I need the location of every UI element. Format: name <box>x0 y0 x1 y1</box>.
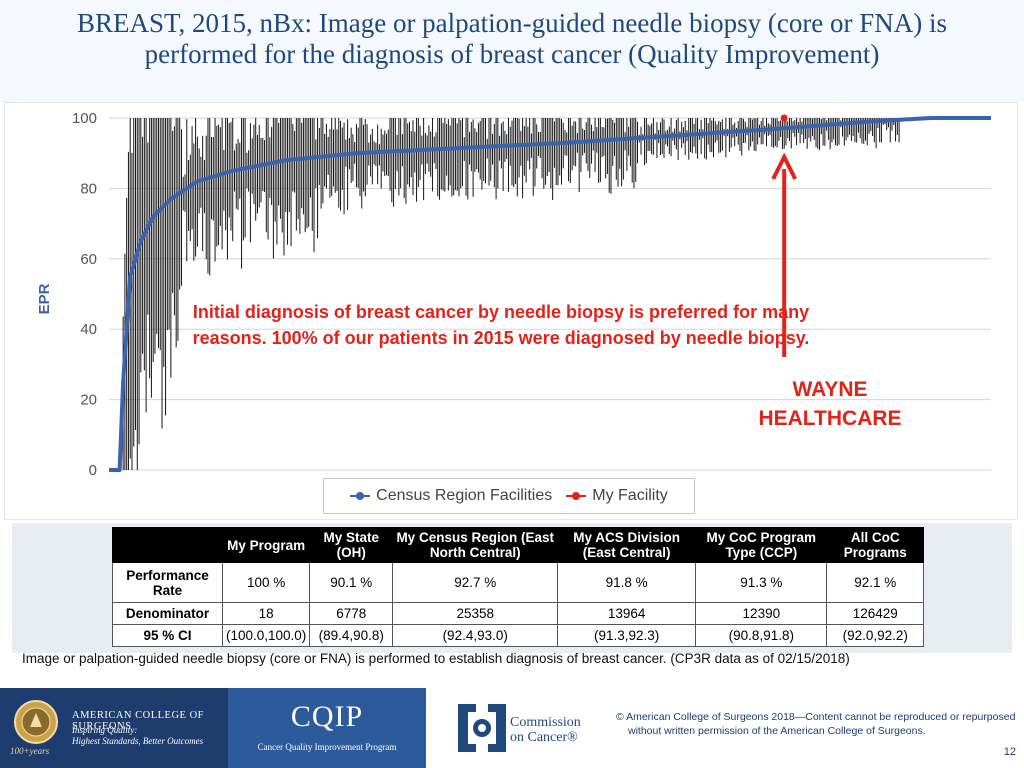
cqip-subtitle: Cancer Quality Improvement Program <box>257 742 397 752</box>
table-cell: 6778 <box>309 602 394 626</box>
table-row-label: Performance Rate <box>112 561 223 604</box>
table-cell: 90.1 % <box>309 561 394 604</box>
legend-census-label: Census Region Facilities <box>376 487 553 504</box>
acs-tagline: Inspiring Quality: Highest Standards, Be… <box>72 725 203 747</box>
legend-facility-label: My Facility <box>592 487 668 504</box>
table-row: Denominator 18 6778 25358 13964 12390 12… <box>112 602 924 626</box>
table-header-cell: My Program <box>221 527 311 563</box>
table-cell: (89.4,90.8) <box>309 624 394 647</box>
acs-tagline-line2: Highest Standards, Better Outcomes <box>72 736 204 746</box>
facility-name-line2: HEALTHCARE <box>758 407 902 430</box>
y-tick-labels: 0 20 40 60 80 100 <box>72 110 97 479</box>
legend-census-swatch <box>350 491 371 501</box>
acs-seal-icon <box>14 700 58 744</box>
facility-arrow-layer <box>771 152 797 357</box>
footer: AMERICAN COLLEGE OF SURGEONS Inspiring Q… <box>0 688 1024 768</box>
y-tick-label: 80 <box>80 180 97 197</box>
table-cell: 91.8 % <box>557 561 697 604</box>
acs-logo-block: AMERICAN COLLEGE OF SURGEONS Inspiring Q… <box>0 688 228 768</box>
acs-tagline-line1: Inspiring Quality: <box>72 725 138 735</box>
table-row: 95 % CI (100.0,100.0) (89.4,90.8) (92.4,… <box>112 624 924 647</box>
census-series-layer <box>108 116 992 472</box>
legend-item-facility[interactable]: My Facility <box>566 487 668 505</box>
y-tick-label: 100 <box>72 110 97 127</box>
table-cell: 18 <box>221 602 311 626</box>
table-cell: 92.7 % <box>392 561 559 604</box>
legend-item-census[interactable]: Census Region Facilities <box>350 487 552 505</box>
coc-logo-icon <box>458 704 506 752</box>
slide-title: BREAST, 2015, nBx: Image or palpation-gu… <box>0 0 1024 102</box>
table-panel: My Program My State (OH) My Census Regio… <box>12 523 1012 653</box>
facility-name-line1: WAYNE <box>792 378 868 401</box>
y-tick-label: 60 <box>80 251 97 268</box>
coc-name-line2: on Cancer® <box>510 730 578 745</box>
copyright-line1: © American College of Surgeons 2018—Cont… <box>616 711 1016 723</box>
cqip-logo: CQIP <box>290 700 364 733</box>
my-facility-layer <box>780 114 788 122</box>
acs-name: AMERICAN COLLEGE OF SURGEONS <box>72 710 204 732</box>
table-cell: (90.8,91.8) <box>695 624 828 647</box>
table-header-cell: My CoC Program Type (CCP) <box>695 527 828 563</box>
confidence-interval-bars <box>122 118 900 470</box>
copyright-line2: without written permission of the Americ… <box>628 725 926 737</box>
stats-table: My Program My State (OH) My Census Regio… <box>112 527 924 647</box>
page-number: 12 <box>1003 746 1016 758</box>
table-cell: 92.1 % <box>826 561 924 604</box>
table-header-cell: My State (OH) <box>309 527 394 563</box>
table-header-cell: My Census Region (East North Central) <box>392 527 559 563</box>
legend-facility-swatch <box>566 491 587 501</box>
table-row: Performance Rate 100 % 90.1 % 92.7 % 91.… <box>112 561 924 604</box>
y-axis-label: EPR <box>36 283 53 314</box>
my-facility-point <box>780 114 788 122</box>
cqip-logo-block: CQIP Cancer Quality Improvement Program <box>228 688 426 768</box>
chart-panel: 0 20 40 60 80 100 EPR Initial diagnosis of br… <box>4 102 1018 520</box>
table-cell: (92.0,92.2) <box>826 624 924 647</box>
table-cell: (100.0,100.0) <box>221 624 311 647</box>
facility-arrow-head <box>771 152 797 180</box>
table-cell: (91.3,92.3) <box>557 624 697 647</box>
annotation-text: Initial diagnosis of breast cancer by ne… <box>192 302 810 348</box>
table-cell: 12390 <box>695 602 828 626</box>
table-cell: 100 % <box>221 561 311 604</box>
y-tick-label: 40 <box>80 321 97 338</box>
table-cell: (92.4,93.0) <box>392 624 559 647</box>
table-header-cell: My ACS Division (East Central) <box>557 527 697 563</box>
table-caption: Image or palpation-guided needle biopsy … <box>22 651 850 666</box>
acs-years-badge: 100+years <box>10 746 50 756</box>
table-header-row: My Program My State (OH) My Census Regio… <box>112 527 924 563</box>
coc-name: Commission on Cancer® <box>510 715 581 745</box>
table-header-cell: All CoC Programs <box>826 527 924 563</box>
table-row-label: Denominator <box>112 602 223 626</box>
copyright-notice: © American College of Surgeons 2018—Cont… <box>616 710 1016 738</box>
chart-legend: Census Region Facilities My Facility <box>323 478 695 514</box>
table-cell: 126429 <box>826 602 924 626</box>
table-row-label: 95 % CI <box>112 624 223 647</box>
table-cell: 13964 <box>557 602 697 626</box>
census-series-line <box>108 116 992 472</box>
table-cell: 25358 <box>392 602 559 626</box>
table-header-cell <box>112 527 223 563</box>
y-tick-label: 0 <box>89 462 97 479</box>
y-tick-label: 20 <box>80 392 97 409</box>
funnel-chart: 0 20 40 60 80 100 EPR <box>36 110 992 479</box>
facility-name-label: WAYNE HEALTHCARE <box>735 375 925 433</box>
coc-name-line1: Commission <box>510 715 581 730</box>
table-cell: 91.3 % <box>695 561 828 604</box>
